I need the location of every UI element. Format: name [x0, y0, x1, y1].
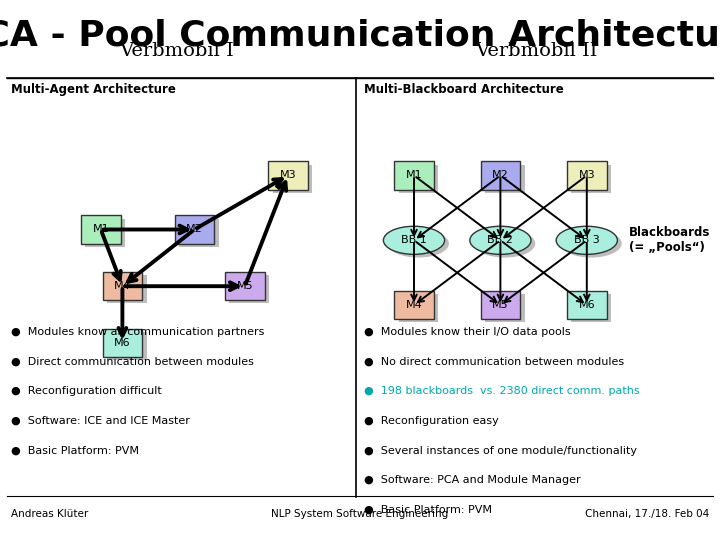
- Ellipse shape: [383, 226, 444, 254]
- FancyBboxPatch shape: [225, 272, 265, 300]
- Text: Verbmobil I: Verbmobil I: [119, 42, 234, 60]
- FancyBboxPatch shape: [268, 161, 308, 190]
- FancyBboxPatch shape: [81, 215, 121, 244]
- FancyBboxPatch shape: [86, 219, 125, 247]
- Text: ●  198 blackboards  vs. 2380 direct comm. paths: ● 198 blackboards vs. 2380 direct comm. …: [364, 386, 639, 396]
- FancyBboxPatch shape: [567, 161, 606, 190]
- Text: BB 3: BB 3: [574, 235, 600, 245]
- FancyBboxPatch shape: [107, 275, 147, 303]
- FancyBboxPatch shape: [229, 275, 269, 303]
- FancyBboxPatch shape: [272, 165, 312, 193]
- Ellipse shape: [469, 226, 531, 254]
- FancyBboxPatch shape: [399, 165, 438, 193]
- Text: ●  Reconfiguration easy: ● Reconfiguration easy: [364, 416, 498, 426]
- FancyBboxPatch shape: [485, 294, 524, 322]
- Text: M3: M3: [279, 171, 297, 180]
- Text: ●  Several instances of one module/functionality: ● Several instances of one module/functi…: [364, 446, 636, 456]
- FancyBboxPatch shape: [481, 161, 521, 190]
- FancyBboxPatch shape: [395, 291, 433, 319]
- Text: M1: M1: [405, 171, 423, 180]
- Text: PCA - Pool Communication Architecture: PCA - Pool Communication Architecture: [0, 19, 720, 53]
- FancyBboxPatch shape: [572, 165, 611, 193]
- Text: ●  No direct communication between modules: ● No direct communication between module…: [364, 356, 624, 367]
- FancyBboxPatch shape: [395, 161, 433, 190]
- Text: ●  Modules know all communication partners: ● Modules know all communication partner…: [11, 327, 264, 337]
- Text: Verbmobil II: Verbmobil II: [475, 42, 598, 60]
- Text: NLP System Software Engineering: NLP System Software Engineering: [271, 509, 449, 519]
- FancyBboxPatch shape: [103, 329, 143, 357]
- Text: ●  Direct communication between modules: ● Direct communication between modules: [11, 356, 253, 367]
- Ellipse shape: [560, 230, 622, 258]
- Text: M1: M1: [92, 225, 109, 234]
- Text: M6: M6: [114, 338, 131, 348]
- Text: M5: M5: [236, 281, 253, 291]
- Text: ●  Software: ICE and ICE Master: ● Software: ICE and ICE Master: [11, 416, 189, 426]
- Text: Multi-Agent Architecture: Multi-Agent Architecture: [11, 83, 176, 96]
- Text: M2: M2: [492, 171, 509, 180]
- Text: M4: M4: [114, 281, 131, 291]
- Text: ●  Basic Platform: PVM: ● Basic Platform: PVM: [364, 505, 492, 515]
- Text: ●  Modules know their I/O data pools: ● Modules know their I/O data pools: [364, 327, 570, 337]
- FancyBboxPatch shape: [103, 272, 143, 300]
- Text: M5: M5: [492, 300, 509, 310]
- Text: BB 2: BB 2: [487, 235, 513, 245]
- Text: Multi-Blackboard Architecture: Multi-Blackboard Architecture: [364, 83, 563, 96]
- FancyBboxPatch shape: [107, 332, 147, 360]
- FancyBboxPatch shape: [567, 291, 606, 319]
- Text: ●  Software: PCA and Module Manager: ● Software: PCA and Module Manager: [364, 475, 580, 485]
- Text: BB 1: BB 1: [401, 235, 427, 245]
- Ellipse shape: [556, 226, 618, 254]
- Text: M3: M3: [578, 171, 595, 180]
- Text: M2: M2: [186, 225, 203, 234]
- Text: Blackboards
(= „Pools“): Blackboards (= „Pools“): [629, 226, 710, 254]
- Text: M4: M4: [405, 300, 423, 310]
- Ellipse shape: [387, 230, 449, 258]
- Text: Chennai, 17./18. Feb 04: Chennai, 17./18. Feb 04: [585, 509, 709, 519]
- FancyBboxPatch shape: [175, 215, 215, 244]
- Text: M6: M6: [578, 300, 595, 310]
- Text: ●  Reconfiguration difficult: ● Reconfiguration difficult: [11, 386, 161, 396]
- FancyBboxPatch shape: [481, 291, 521, 319]
- FancyBboxPatch shape: [572, 294, 611, 322]
- FancyBboxPatch shape: [399, 294, 438, 322]
- FancyBboxPatch shape: [179, 219, 219, 247]
- Text: Andreas Klüter: Andreas Klüter: [11, 509, 88, 519]
- Ellipse shape: [474, 230, 535, 258]
- Text: ●  Basic Platform: PVM: ● Basic Platform: PVM: [11, 446, 139, 456]
- FancyBboxPatch shape: [485, 165, 524, 193]
